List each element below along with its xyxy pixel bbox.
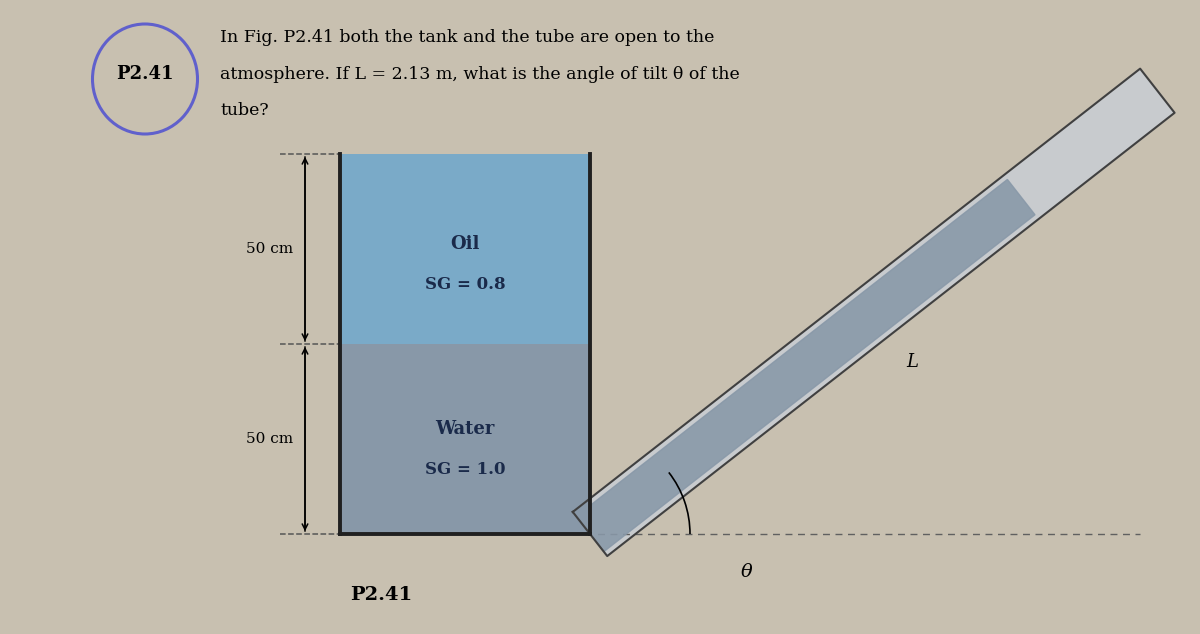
Text: θ: θ	[740, 563, 752, 581]
Polygon shape	[340, 154, 590, 344]
Text: 50 cm: 50 cm	[246, 242, 293, 256]
Text: P2.41: P2.41	[350, 586, 413, 604]
Text: SG = 0.8: SG = 0.8	[425, 276, 505, 292]
Text: L: L	[906, 353, 918, 371]
Text: 50 cm: 50 cm	[246, 432, 293, 446]
Text: Water: Water	[436, 420, 494, 438]
Text: P2.41: P2.41	[116, 65, 174, 83]
Polygon shape	[340, 344, 590, 534]
Polygon shape	[572, 68, 1175, 556]
Text: tube?: tube?	[220, 102, 269, 119]
Polygon shape	[576, 179, 1034, 552]
Text: SG = 1.0: SG = 1.0	[425, 460, 505, 477]
Text: Oil: Oil	[450, 235, 480, 253]
Text: In Fig. P2.41 both the tank and the tube are open to the: In Fig. P2.41 both the tank and the tube…	[220, 29, 714, 46]
Text: atmosphere. If L = 2.13 m, what is the angle of tilt θ of the: atmosphere. If L = 2.13 m, what is the a…	[220, 66, 739, 83]
